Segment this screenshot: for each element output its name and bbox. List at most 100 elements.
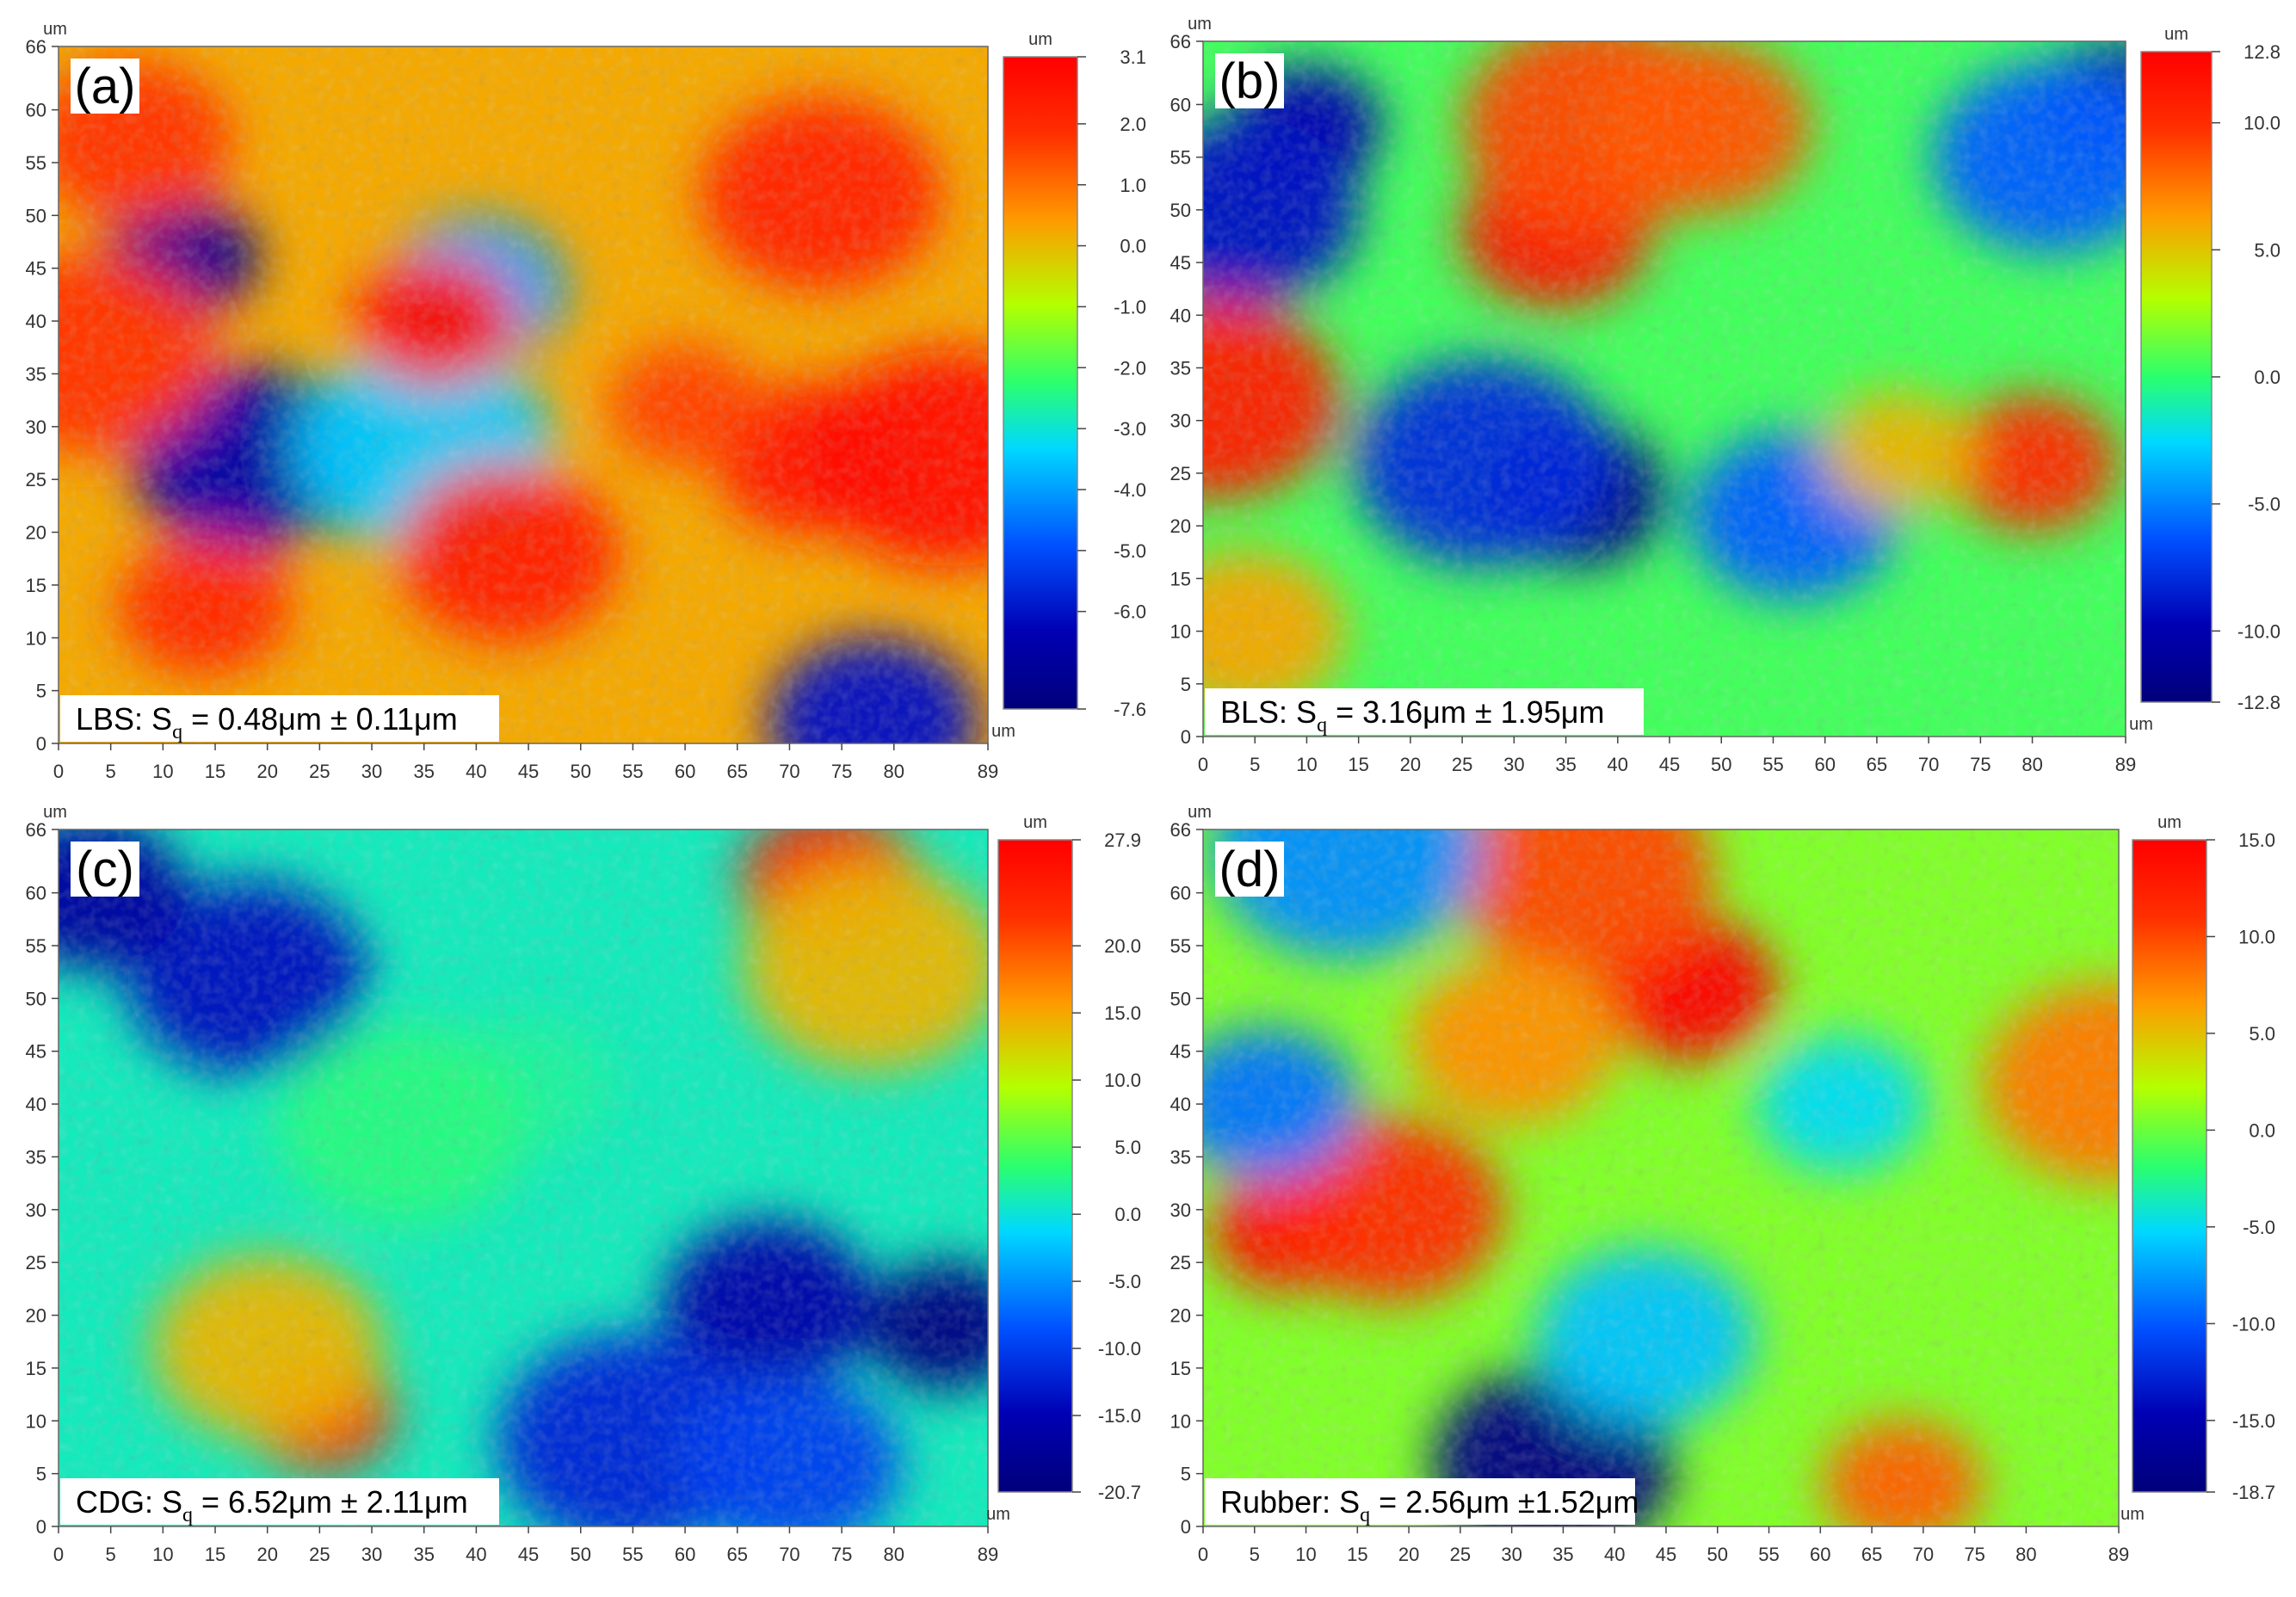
panel-label-box	[1215, 842, 1284, 897]
y-tick-label: 10	[1170, 621, 1191, 643]
surface-texture	[59, 829, 988, 1526]
panel-label-box	[1215, 53, 1284, 108]
colorbar	[1003, 56, 1078, 710]
colorbar-tick-label: -5.0	[1108, 1271, 1141, 1292]
y-tick-label: 66	[1170, 819, 1191, 841]
y-tick-label: 40	[1170, 305, 1191, 326]
x-tick-label: 80	[884, 1544, 904, 1565]
y-tick-label: 45	[26, 258, 46, 280]
x-tick-label: 5	[106, 1544, 116, 1565]
x-tick-label: 10	[152, 1544, 173, 1565]
x-tick-label: 89	[978, 761, 998, 782]
plot-frame	[1202, 40, 2126, 737]
height-map	[1203, 41, 2126, 737]
y-tick-label: 10	[1170, 1410, 1191, 1432]
colorbar-tick-label: 0.0	[2249, 1119, 2275, 1141]
x-tick-label: 75	[831, 1544, 852, 1565]
y-tick-label: 45	[1170, 252, 1191, 274]
colorbar-tick-label: -18.7	[2232, 1482, 2275, 1503]
x-tick-label: 45	[518, 761, 539, 782]
colorbar-tick-label: 5.0	[2249, 1023, 2275, 1045]
x-tick-label: 50	[570, 761, 590, 782]
y-tick-label: 15	[1170, 568, 1191, 589]
y-tick-label: 35	[26, 363, 46, 385]
panel-label-box	[71, 59, 139, 114]
x-tick-label: 35	[1552, 1544, 1573, 1565]
y-tick-label: 35	[1170, 1146, 1191, 1168]
y-tick-label: 10	[26, 627, 46, 649]
x-tick-label: 50	[1707, 1544, 1728, 1565]
y-tick-label: 10	[26, 1410, 46, 1432]
roughness-caption-box	[1205, 1478, 1635, 1525]
colorbar-tick-label: -15.0	[1098, 1405, 1141, 1427]
x-tick-label: 60	[675, 761, 695, 782]
roughness-caption-box	[1205, 688, 1644, 735]
colorbar-tick-label: -5.0	[2243, 1217, 2275, 1238]
y-tick-label: 15	[1170, 1358, 1191, 1379]
x-tick-label: 10	[1295, 1544, 1316, 1565]
height-map	[1203, 829, 2119, 1526]
surface-texture	[59, 46, 988, 743]
colorbar-unit-top: um	[1023, 813, 1047, 832]
x-tick-label: 0	[53, 1544, 64, 1565]
panel-a: 0 5 10 15 20 25 30 35 40 45 50 55 60 65 70 75 80 89 0 5 10 15…	[26, 20, 1146, 782]
colorbar-tick-label: 0.0	[1114, 1204, 1141, 1225]
colorbar-tick-label: -20.7	[1098, 1482, 1141, 1503]
colorbar-unit-bottom: um	[2129, 715, 2153, 734]
colorbar	[2132, 839, 2207, 1493]
x-tick-label: 20	[1398, 1544, 1419, 1565]
colorbar-unit-bottom: um	[991, 722, 1015, 741]
y-tick-label: 35	[1170, 358, 1191, 379]
y-tick-label: 5	[36, 1464, 46, 1485]
y-tick-label: 20	[26, 522, 46, 544]
y-tick-label: 0	[1181, 726, 1191, 748]
x-tick-label: 60	[675, 1544, 695, 1565]
x-tick-label: 30	[1503, 754, 1524, 775]
y-tick-label: 5	[1181, 674, 1191, 695]
colorbar-tick-label: -15.0	[2232, 1410, 2275, 1432]
x-tick-label: 20	[256, 1544, 277, 1565]
y-tick-label: 50	[26, 205, 46, 226]
roughness-caption-box	[60, 695, 499, 742]
x-tick-label: 45	[1659, 754, 1680, 775]
x-tick-label: 30	[361, 1544, 382, 1565]
y-tick-label: 55	[1170, 935, 1191, 957]
panel-label: (c)	[76, 842, 134, 897]
roughness-caption: LBS: Sq = 0.48μm ± 0.11μm	[76, 701, 458, 743]
y-tick-label: 20	[26, 1305, 46, 1327]
colorbar-tick-label: -10.0	[2237, 620, 2281, 642]
x-tick-label: 50	[570, 1544, 590, 1565]
colorbar-tick-label: -4.0	[1114, 479, 1146, 501]
x-tick-label: 75	[1964, 1544, 1984, 1565]
y-tick-label: 5	[36, 681, 46, 702]
surface-texture	[1203, 41, 2126, 737]
y-tick-label: 50	[26, 988, 46, 1009]
x-tick-label: 20	[1400, 754, 1421, 775]
colorbar-unit-bottom: um	[2120, 1505, 2145, 1524]
x-tick-label: 15	[205, 1544, 225, 1565]
x-tick-label: 35	[413, 761, 434, 782]
y-tick-label: 25	[26, 1252, 46, 1273]
x-tick-label: 55	[622, 761, 643, 782]
x-tick-label: 55	[622, 1544, 643, 1565]
y-axis-unit: um	[1188, 803, 1212, 822]
roughness-caption-box	[60, 1478, 499, 1525]
x-tick-label: 55	[1758, 1544, 1779, 1565]
y-tick-label: 40	[26, 311, 46, 332]
y-tick-label: 30	[1170, 1199, 1191, 1221]
x-tick-label: 5	[106, 761, 116, 782]
x-tick-label: 50	[1711, 754, 1731, 775]
y-tick-label: 40	[26, 1094, 46, 1115]
colorbar-tick-label: 10.0	[2244, 113, 2281, 134]
y-tick-label: 15	[26, 1358, 46, 1379]
x-tick-label: 70	[779, 761, 799, 782]
x-tick-label: 80	[884, 761, 904, 782]
y-tick-label: 60	[26, 100, 46, 121]
y-tick-label: 5	[1181, 1464, 1191, 1485]
x-tick-label: 45	[518, 1544, 539, 1565]
x-tick-label: 40	[466, 1544, 486, 1565]
x-tick-label: 60	[1814, 754, 1835, 775]
x-tick-label: 0	[1198, 754, 1208, 775]
y-tick-label: 45	[26, 1041, 46, 1063]
panel-c: 0 5 10 15 20 25 30 35 40 45 50 55 60 65 70 75 80 89 0 5 10 15…	[26, 803, 1141, 1565]
